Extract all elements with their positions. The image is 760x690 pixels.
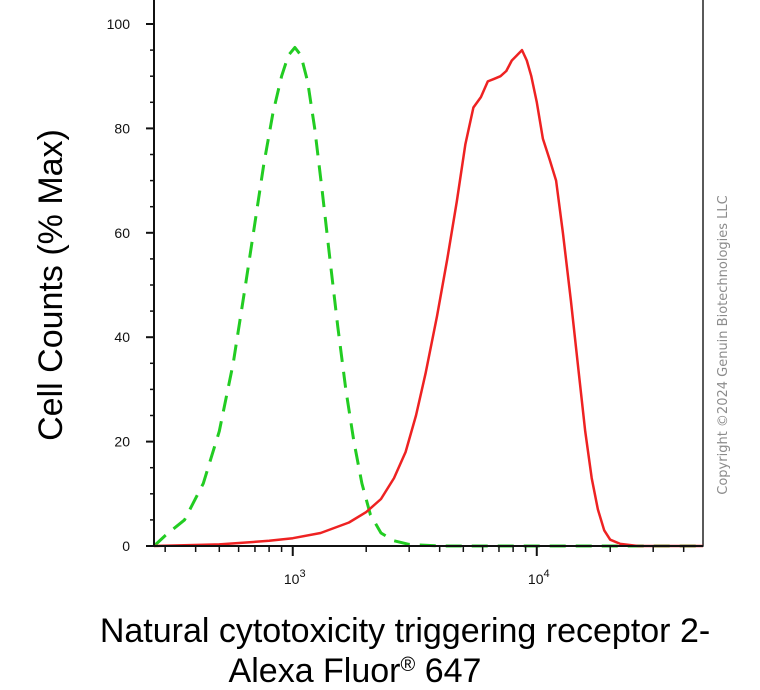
x-tick-label: 104 — [528, 568, 550, 587]
x-axis-title-line2: Alexa Fluor® 647 — [229, 652, 482, 690]
x-axis: 103104105 — [154, 545, 703, 587]
y-tick-label: 60 — [114, 225, 130, 241]
y-tick-label: 40 — [114, 329, 130, 345]
x-tick-label-exponent: 3 — [299, 568, 305, 580]
y-axis: 0 20 40 60 80 100 — [107, 0, 155, 554]
y-axis-title: Cell Counts (% Max) — [32, 129, 70, 441]
plot-frame — [153, 0, 704, 547]
x-tick-label: 103 — [284, 568, 306, 587]
y-tick-label: 80 — [114, 120, 130, 136]
series-line-stained — [153, 48, 703, 548]
x-axis-title-line2-suffix: 647 — [415, 652, 481, 690]
x-axis-title-line1: Natural cytotoxicity triggering receptor… — [100, 612, 710, 650]
y-tick-label: 0 — [122, 538, 130, 554]
y-tick-label: 20 — [114, 434, 130, 450]
series-line-control — [152, 46, 703, 548]
x-axis-title-line2-main: Alexa Fluor — [229, 652, 401, 690]
copyright-watermark: Copyright ©2024 Genuin Biotechnologies L… — [716, 195, 731, 494]
x-tick-label-exponent: 4 — [543, 568, 549, 580]
x-axis-title-registered-mark: ® — [401, 654, 416, 676]
y-tick-label: 100 — [107, 16, 131, 32]
x-tick-label-base: 10 — [284, 571, 300, 587]
x-tick-label-base: 10 — [528, 571, 544, 587]
